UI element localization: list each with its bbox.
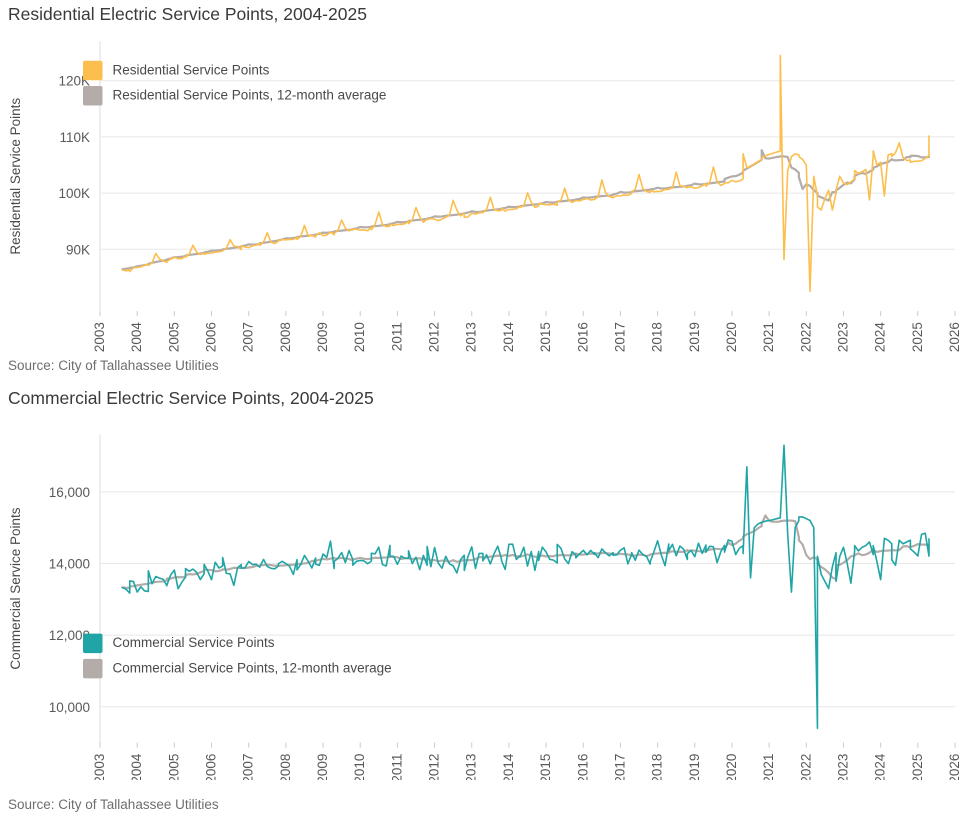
svg-text:Commercial Service Points: Commercial Service Points — [113, 635, 275, 650]
svg-text:2023: 2023 — [835, 322, 850, 352]
svg-text:2011: 2011 — [389, 754, 404, 780]
svg-text:2018: 2018 — [650, 322, 665, 352]
svg-text:2019: 2019 — [687, 754, 702, 780]
svg-text:14,000: 14,000 — [49, 556, 90, 571]
svg-text:2022: 2022 — [798, 322, 813, 352]
svg-text:2023: 2023 — [835, 754, 850, 780]
svg-text:90K: 90K — [66, 242, 90, 257]
svg-text:10,000: 10,000 — [49, 700, 90, 715]
svg-text:2013: 2013 — [464, 322, 479, 352]
svg-text:Residential Service Points: Residential Service Points — [113, 62, 270, 77]
svg-text:2007: 2007 — [241, 754, 256, 780]
svg-text:2013: 2013 — [464, 754, 479, 780]
svg-text:2007: 2007 — [241, 322, 256, 352]
svg-text:2024: 2024 — [873, 753, 888, 780]
svg-text:2012: 2012 — [427, 322, 442, 352]
svg-text:2003: 2003 — [92, 754, 107, 780]
svg-text:2022: 2022 — [798, 754, 813, 780]
svg-text:2009: 2009 — [315, 322, 330, 352]
svg-text:2012: 2012 — [427, 754, 442, 780]
svg-text:2020: 2020 — [724, 754, 739, 780]
svg-text:2008: 2008 — [278, 322, 293, 352]
svg-text:2004: 2004 — [129, 753, 144, 780]
svg-text:2014: 2014 — [501, 753, 516, 780]
svg-text:2016: 2016 — [575, 322, 590, 352]
svg-text:110K: 110K — [59, 130, 90, 145]
svg-text:2010: 2010 — [352, 322, 367, 352]
svg-text:16,000: 16,000 — [49, 485, 90, 500]
svg-text:2026: 2026 — [947, 322, 962, 352]
svg-text:2025: 2025 — [910, 754, 925, 780]
svg-text:2024: 2024 — [873, 322, 888, 353]
svg-text:2025: 2025 — [910, 322, 925, 352]
svg-text:2016: 2016 — [575, 754, 590, 780]
svg-text:2011: 2011 — [389, 322, 404, 351]
svg-text:2008: 2008 — [278, 754, 293, 780]
svg-text:2015: 2015 — [538, 322, 553, 352]
svg-text:2014: 2014 — [501, 322, 516, 353]
svg-text:Commercial Service Points: Commercial Service Points — [8, 507, 23, 669]
svg-text:Residential Service Points: Residential Service Points — [8, 98, 23, 255]
svg-text:2017: 2017 — [612, 754, 627, 780]
svg-text:2017: 2017 — [612, 322, 627, 352]
svg-text:Commercial Service Points, 12-: Commercial Service Points, 12-month aver… — [113, 660, 392, 675]
svg-text:2003: 2003 — [92, 322, 107, 352]
svg-text:2004: 2004 — [129, 322, 144, 353]
svg-text:2019: 2019 — [687, 322, 702, 352]
svg-text:2006: 2006 — [204, 322, 219, 352]
svg-text:2021: 2021 — [761, 322, 776, 352]
svg-text:2005: 2005 — [166, 322, 181, 352]
svg-text:2026: 2026 — [947, 754, 962, 780]
svg-text:2009: 2009 — [315, 754, 330, 780]
svg-text:100K: 100K — [58, 186, 90, 201]
svg-text:2015: 2015 — [538, 754, 553, 780]
svg-text:Residential Service Points, 12: Residential Service Points, 12-month ave… — [113, 88, 387, 103]
svg-text:2006: 2006 — [204, 754, 219, 780]
svg-text:2005: 2005 — [166, 754, 181, 780]
svg-text:2018: 2018 — [650, 754, 665, 780]
svg-text:2021: 2021 — [761, 754, 776, 780]
svg-text:2020: 2020 — [724, 322, 739, 352]
svg-text:2010: 2010 — [352, 754, 367, 780]
